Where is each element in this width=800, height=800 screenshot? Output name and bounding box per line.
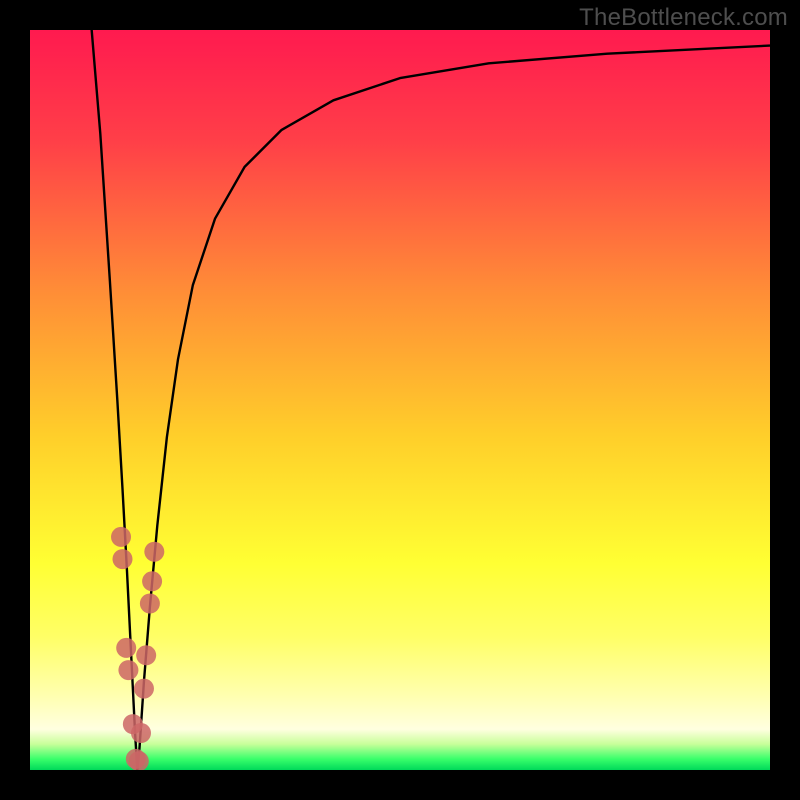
bottleneck-chart (0, 0, 800, 800)
data-marker (142, 571, 162, 591)
watermark-text: TheBottleneck.com (579, 4, 788, 32)
data-marker (131, 723, 151, 743)
data-marker (134, 679, 154, 699)
data-marker (113, 549, 133, 569)
data-marker (111, 527, 131, 547)
data-marker (140, 594, 160, 614)
data-marker (129, 751, 149, 771)
chart-container: TheBottleneck.com (0, 0, 800, 800)
data-marker (118, 660, 138, 680)
data-marker (116, 638, 136, 658)
data-marker (144, 542, 164, 562)
data-marker (136, 645, 156, 665)
